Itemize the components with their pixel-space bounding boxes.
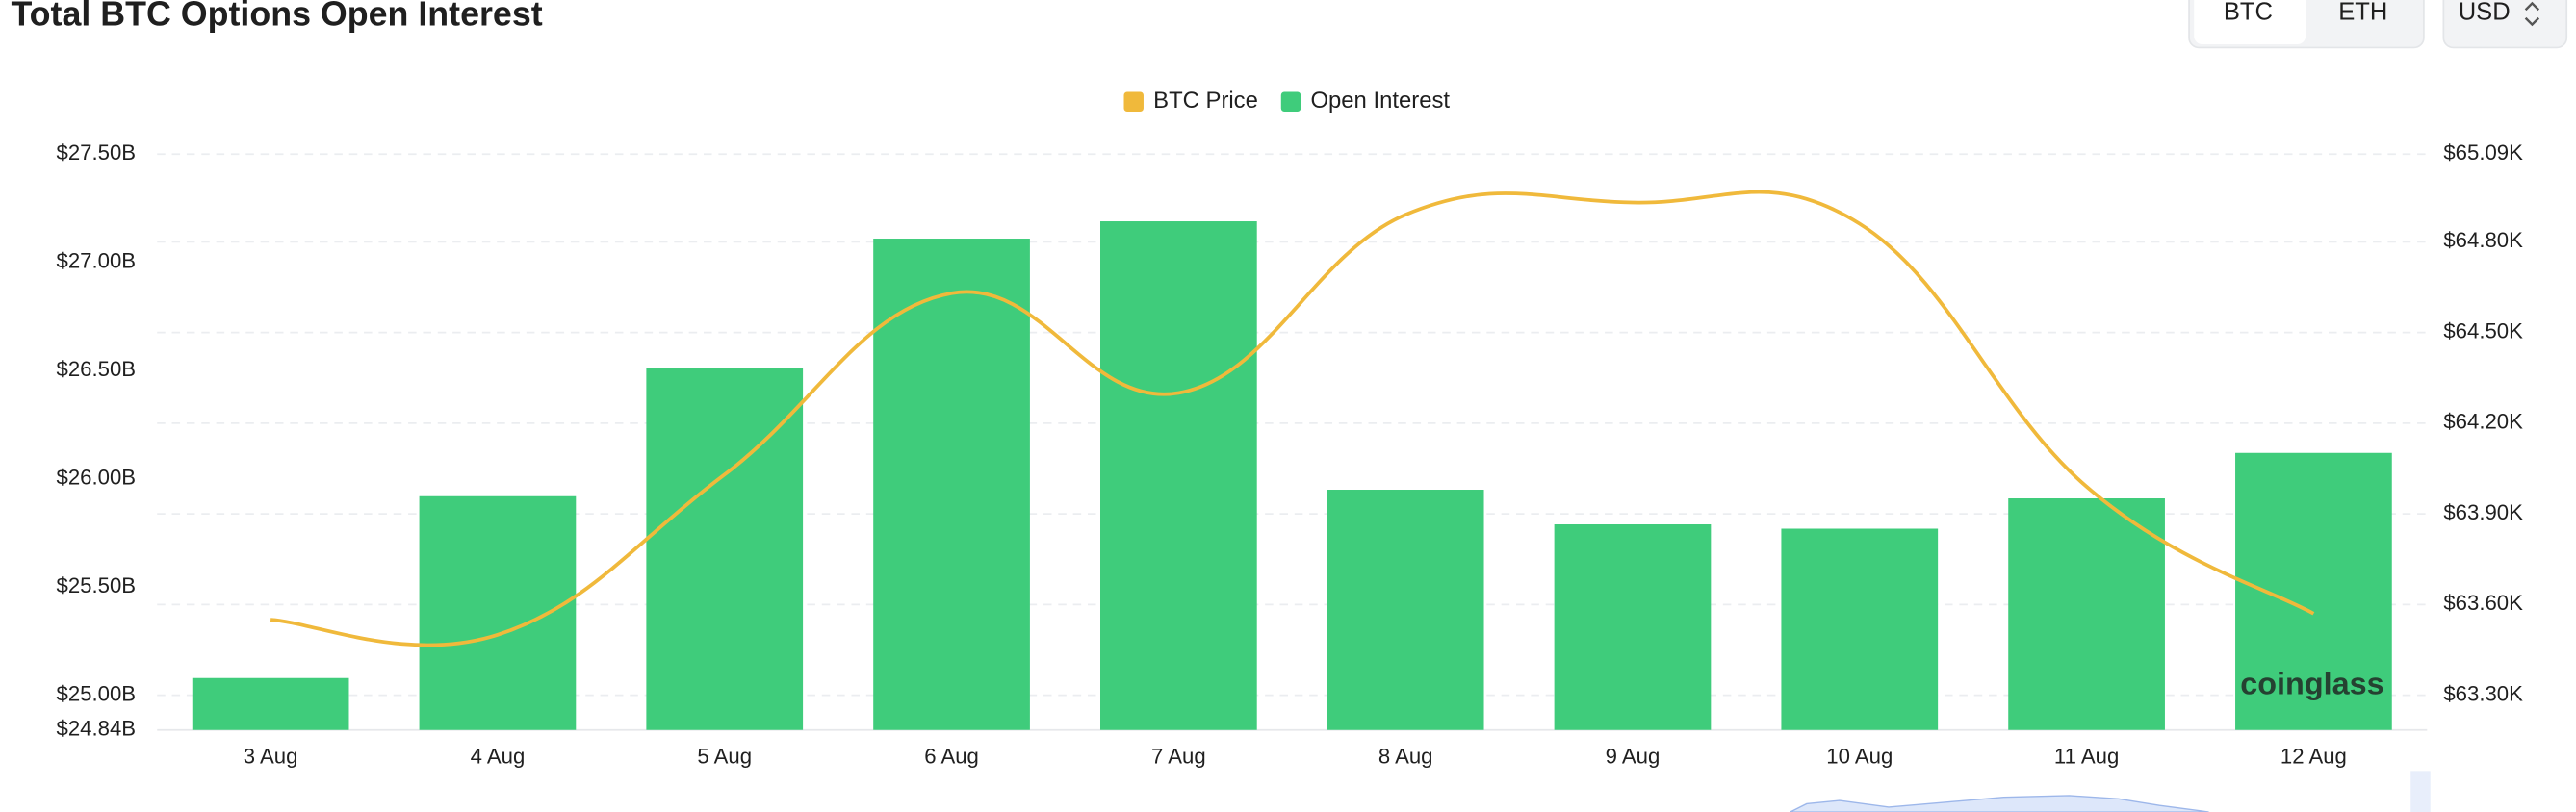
legend-label: BTC Price — [1153, 88, 1258, 114]
legend-swatch — [1123, 91, 1144, 112]
y-tick-label: $26.50B — [57, 357, 137, 381]
bar — [192, 677, 349, 730]
x-tick-label: 11 Aug — [2054, 745, 2119, 769]
bar — [1327, 490, 1484, 730]
y2-tick-label: $64.50K — [2443, 318, 2523, 343]
bar — [1100, 221, 1257, 730]
x-tick-label: 6 Aug — [924, 745, 979, 769]
y-tick-label: $25.50B — [57, 573, 137, 597]
legend-label: Open Interest — [1310, 88, 1450, 114]
y2-tick-label: $64.80K — [2443, 228, 2523, 252]
x-tick-label: 12 Aug — [2280, 745, 2347, 769]
bar — [1781, 528, 1939, 730]
bar — [419, 495, 577, 730]
y2-tick-label: $63.30K — [2443, 681, 2523, 705]
y-tick-label: $26.00B — [57, 466, 137, 490]
watermark: coinglass — [2240, 666, 2383, 700]
x-tick-label: 8 Aug — [1378, 745, 1433, 769]
toggle-active[interactable] — [2194, 0, 2306, 45]
coin-toggle: BTC ETH — [2188, 0, 2425, 49]
y2-tick-label: $63.90K — [2443, 500, 2523, 524]
coin-button[interactable]: ETH — [2338, 0, 2387, 25]
y2-tick-label: $64.20K — [2443, 410, 2523, 434]
navigator-edge — [2410, 771, 2431, 812]
bar — [646, 368, 804, 730]
bar — [873, 239, 1030, 730]
x-tick-label: 10 Aug — [1826, 745, 1893, 769]
x-tick-label: 7 Aug — [1151, 745, 1206, 769]
y-tick-label: $27.50B — [57, 140, 137, 165]
y2-tick-label: $65.09K — [2443, 140, 2523, 165]
bar — [2008, 498, 2165, 730]
y-tick-label: $25.00B — [57, 682, 137, 706]
x-tick-label: 3 Aug — [244, 745, 298, 769]
navigator-preview — [1790, 795, 2209, 812]
bar — [1554, 524, 1712, 730]
price-line — [270, 190, 2315, 647]
legend-swatch — [1280, 91, 1301, 112]
y-tick-label: $24.84B — [57, 717, 137, 741]
chart-title: Total BTC Options Open Interest — [11, 0, 542, 34]
coin-button[interactable]: BTC — [2224, 0, 2273, 25]
x-tick-label: 9 Aug — [1606, 745, 1661, 769]
select-frame[interactable] — [2442, 0, 2568, 49]
x-tick-label: 5 Aug — [697, 745, 752, 769]
x-tick-label: 4 Aug — [471, 745, 526, 769]
y-tick-label: $27.00B — [57, 249, 137, 273]
select-arrow — [2524, 1, 2540, 27]
currency-select[interactable]: USD — [2442, 0, 2568, 49]
currency-label[interactable]: USD — [2459, 0, 2511, 25]
y2-tick-label: $63.60K — [2443, 591, 2523, 615]
